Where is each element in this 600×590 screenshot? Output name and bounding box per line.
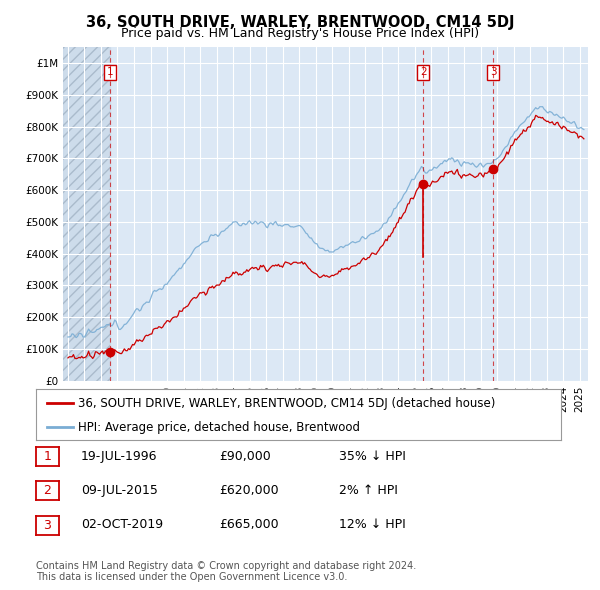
Bar — [63, 47, 110, 381]
Text: Contains HM Land Registry data © Crown copyright and database right 2024.
This d: Contains HM Land Registry data © Crown c… — [36, 560, 416, 582]
Bar — [63, 47, 110, 381]
Text: 2: 2 — [43, 484, 52, 497]
Text: £620,000: £620,000 — [219, 484, 278, 497]
Text: 02-OCT-2019: 02-OCT-2019 — [81, 518, 163, 531]
Text: 3: 3 — [43, 519, 52, 532]
Text: 2% ↑ HPI: 2% ↑ HPI — [339, 484, 398, 497]
Text: £90,000: £90,000 — [219, 450, 271, 463]
Text: 36, SOUTH DRIVE, WARLEY, BRENTWOOD, CM14 5DJ: 36, SOUTH DRIVE, WARLEY, BRENTWOOD, CM14… — [86, 15, 514, 30]
Text: Price paid vs. HM Land Registry's House Price Index (HPI): Price paid vs. HM Land Registry's House … — [121, 27, 479, 40]
Text: 2: 2 — [420, 67, 427, 77]
Text: 1: 1 — [43, 450, 52, 463]
Text: 36, SOUTH DRIVE, WARLEY, BRENTWOOD, CM14 5DJ (detached house): 36, SOUTH DRIVE, WARLEY, BRENTWOOD, CM14… — [78, 397, 496, 410]
Text: 12% ↓ HPI: 12% ↓ HPI — [339, 518, 406, 531]
Text: £665,000: £665,000 — [219, 518, 278, 531]
Text: 35% ↓ HPI: 35% ↓ HPI — [339, 450, 406, 463]
Text: 3: 3 — [490, 67, 496, 77]
Text: 09-JUL-2015: 09-JUL-2015 — [81, 484, 158, 497]
Text: 1: 1 — [107, 67, 113, 77]
Text: HPI: Average price, detached house, Brentwood: HPI: Average price, detached house, Bren… — [78, 421, 360, 434]
Text: 19-JUL-1996: 19-JUL-1996 — [81, 450, 157, 463]
